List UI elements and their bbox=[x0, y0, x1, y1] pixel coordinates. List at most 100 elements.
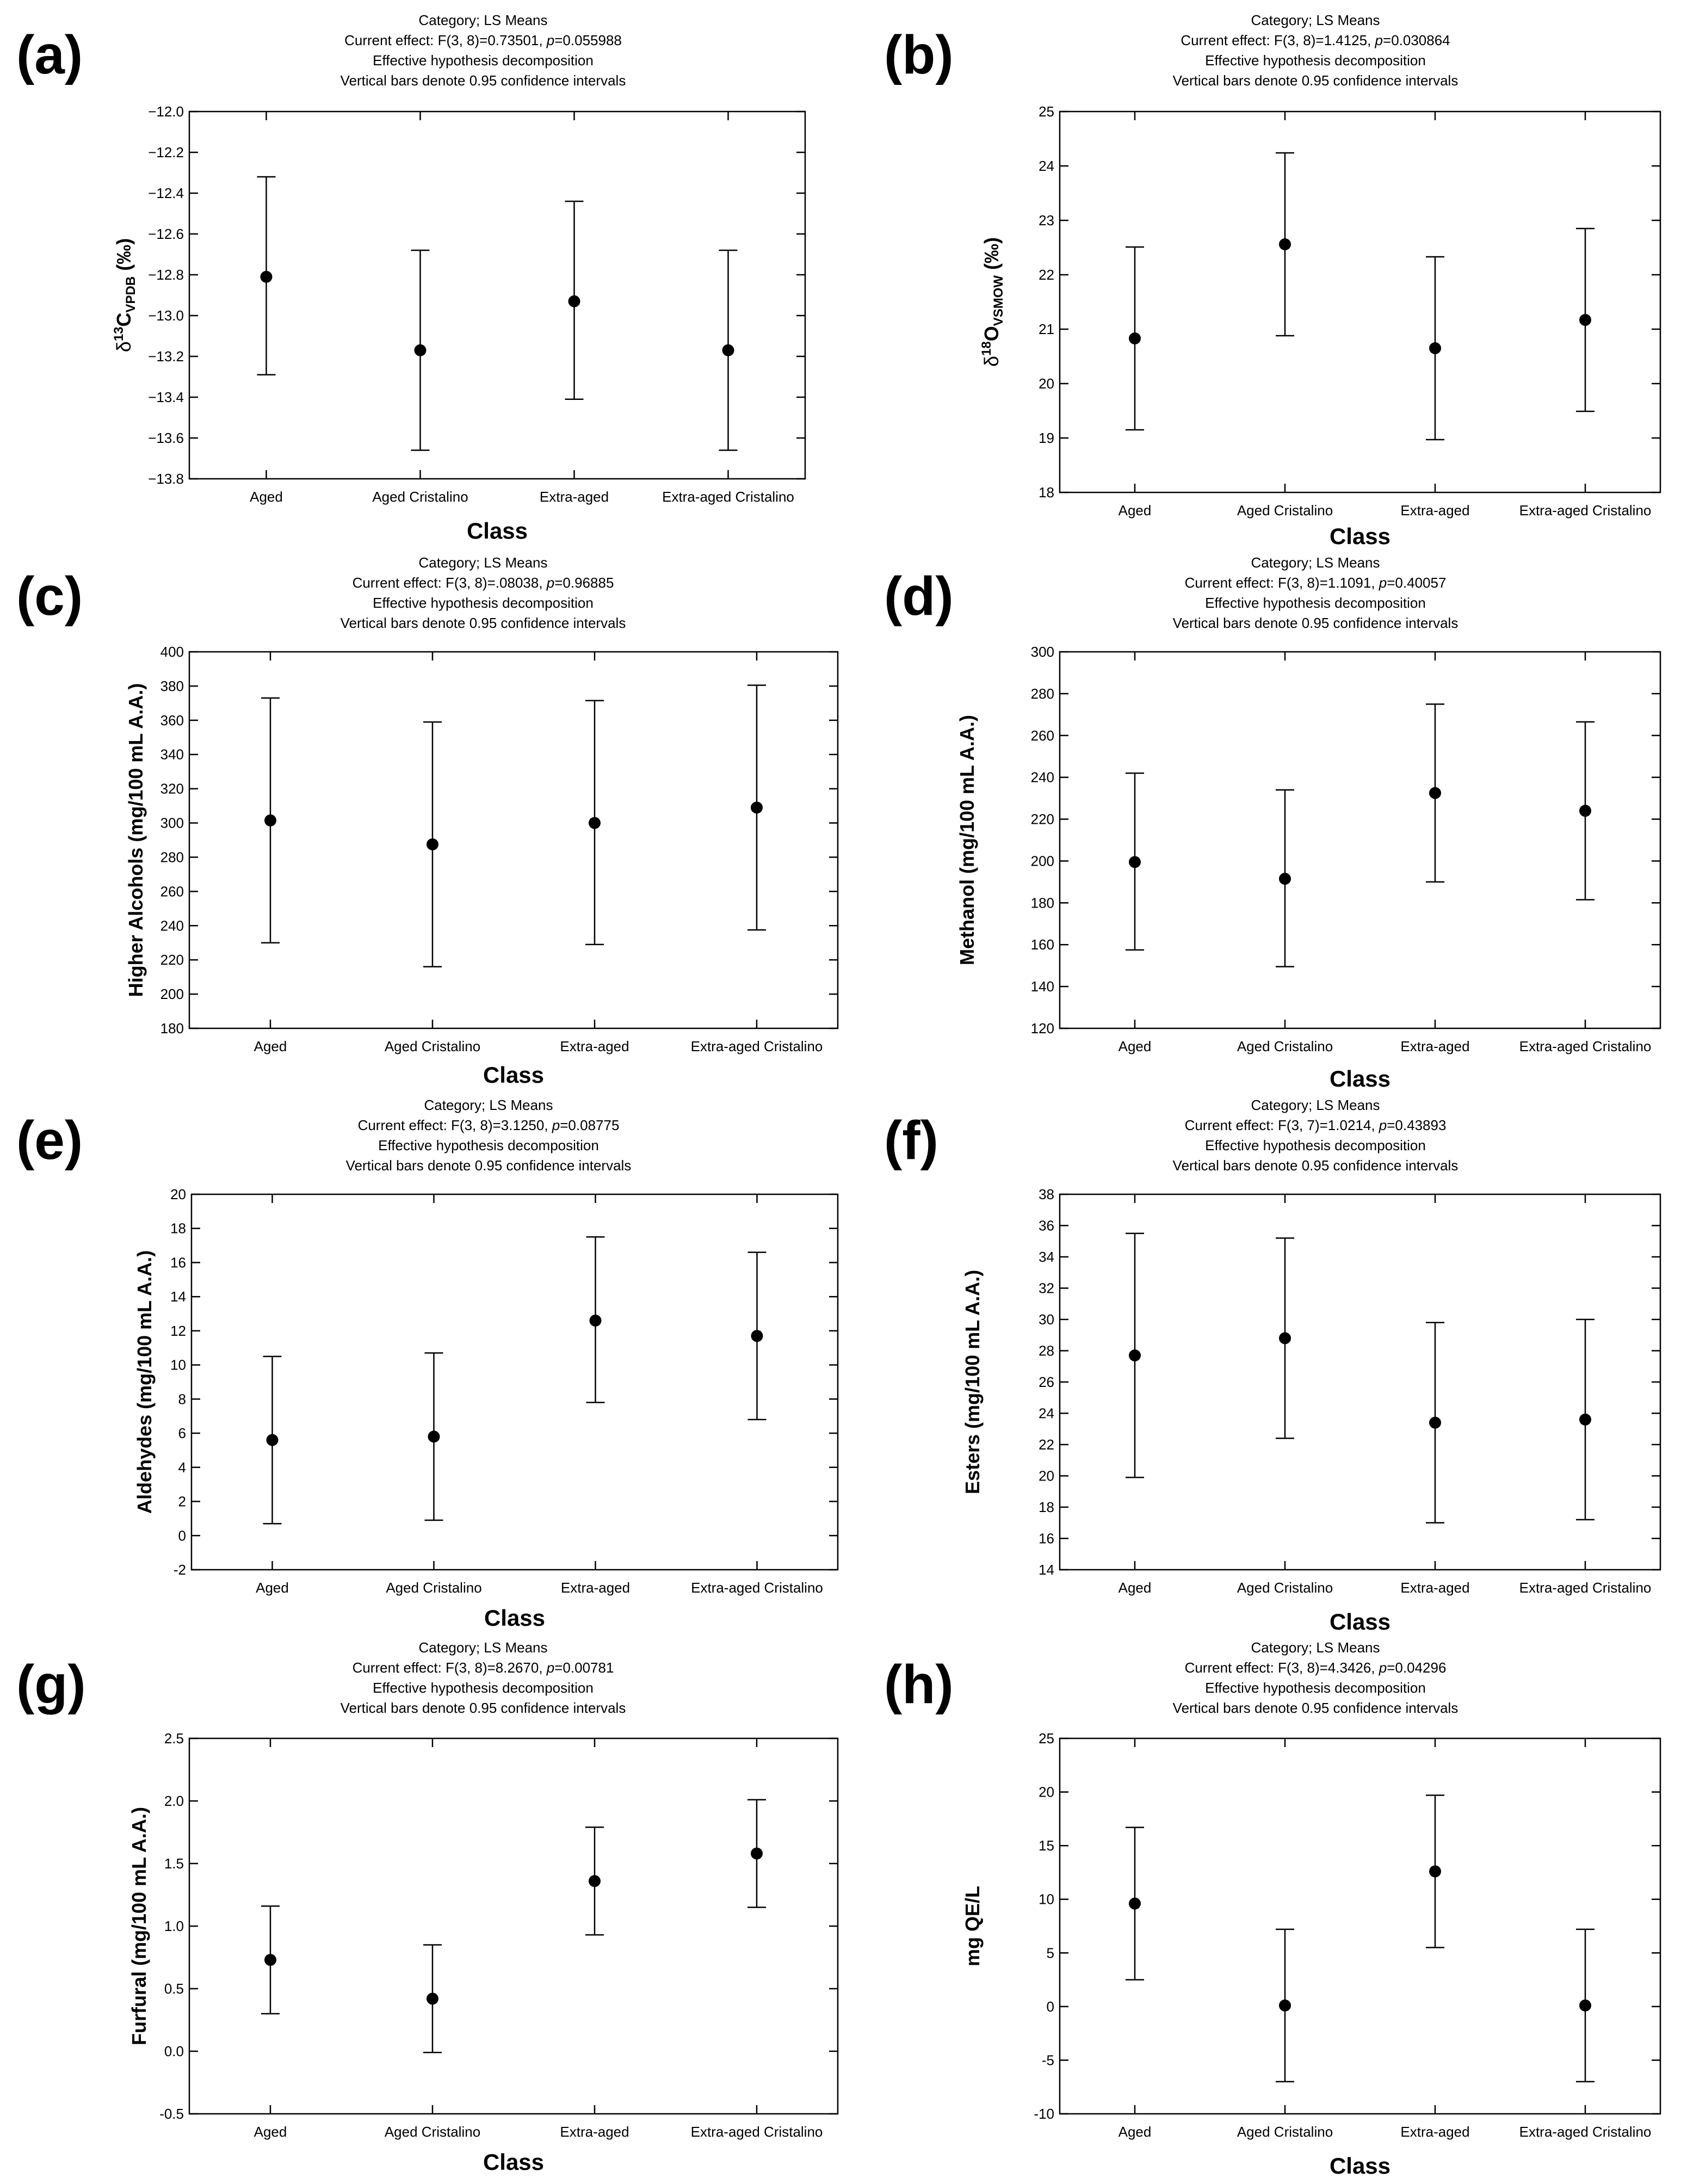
x-tick-label: Aged bbox=[1118, 502, 1152, 519]
panel-letter: (b) bbox=[884, 24, 954, 85]
y-tick-label: 180 bbox=[160, 1020, 184, 1037]
mean-point bbox=[260, 270, 273, 283]
x-tick-label: Aged bbox=[1118, 1038, 1152, 1054]
mean-point bbox=[264, 814, 276, 826]
header-category: Category; LS Means bbox=[418, 12, 547, 28]
header-ci-note: Vertical bars denote 0.95 confidence int… bbox=[1173, 615, 1458, 631]
y-tick-label: 1.0 bbox=[164, 1918, 184, 1934]
y-tick-label: 220 bbox=[1031, 811, 1054, 828]
y-tick-label: 15 bbox=[1039, 1837, 1054, 1854]
header-category: Category; LS Means bbox=[1251, 1097, 1380, 1113]
header-decomposition: Effective hypothesis decomposition bbox=[1205, 1680, 1426, 1696]
x-tick-label: Extra-aged Cristalino bbox=[662, 489, 794, 505]
y-tick-label: −12.0 bbox=[148, 103, 184, 120]
y-tick-label: 280 bbox=[1031, 686, 1054, 702]
y-tick-label: 320 bbox=[160, 781, 184, 797]
p-value: =0.00781 bbox=[554, 1659, 614, 1676]
p-symbol: p bbox=[1375, 32, 1383, 48]
y-tick-label: 16 bbox=[1039, 1531, 1054, 1547]
y-tick-label: 20 bbox=[1039, 1784, 1054, 1800]
header-ci-note: Vertical bars denote 0.95 confidence int… bbox=[346, 1157, 632, 1174]
x-axis-label: Class bbox=[483, 2149, 544, 2175]
x-tick-label: Aged Cristalino bbox=[1237, 1038, 1333, 1054]
p-value: =0.030864 bbox=[1383, 32, 1450, 48]
mean-point bbox=[1129, 1897, 1141, 1910]
y-tick-label: 6 bbox=[178, 1425, 186, 1441]
mean-point bbox=[1429, 787, 1441, 799]
header-ci-note: Vertical bars denote 0.95 confidence int… bbox=[341, 1700, 626, 1716]
header-effect: Current effect: F(3, 8)=1.4125, p=0.0308… bbox=[1181, 32, 1450, 48]
y-axis-label: Aldehydes (mg/100 mL A.A.) bbox=[133, 1250, 156, 1514]
y-tick-label: 340 bbox=[160, 746, 184, 763]
mean-point bbox=[427, 1992, 438, 2005]
y-tick-label: 21 bbox=[1039, 321, 1054, 337]
header-decomposition: Effective hypothesis decomposition bbox=[1205, 595, 1426, 611]
p-value: =0.08775 bbox=[560, 1117, 619, 1133]
panel-letter: (d) bbox=[884, 566, 954, 627]
panel-c: (c) Category; LS Means Current effect: F(3… bbox=[16, 554, 839, 1088]
y-tick-label: 260 bbox=[1031, 727, 1054, 744]
y-tick-label: -5 bbox=[1042, 2052, 1054, 2068]
y-tick-label: 120 bbox=[1031, 1020, 1054, 1037]
mean-point bbox=[1279, 1999, 1291, 2012]
mean-point bbox=[568, 295, 580, 307]
x-tick-label: Aged Cristalino bbox=[372, 489, 468, 505]
panel-letter: (h) bbox=[884, 1654, 954, 1715]
mean-point bbox=[589, 1315, 602, 1327]
header-effect: Current effect: F(3, 8)=0.73501, p=0.055… bbox=[344, 32, 622, 48]
y-tick-label: 18 bbox=[1039, 484, 1054, 501]
y-tick-label: 0 bbox=[1047, 1998, 1054, 2015]
y-tick-label: -10 bbox=[1034, 2106, 1054, 2122]
header-effect: Current effect: F(3, 8)=4.3426, p=0.0429… bbox=[1185, 1659, 1447, 1676]
panel-g: (g) Category; LS Means Current effect: F(3… bbox=[16, 1639, 839, 2175]
y-axis-label: Methanol (mg/100 mL A.A.) bbox=[956, 715, 978, 965]
panel-e: (e) Category; LS Means Current effect: F(3… bbox=[16, 1097, 839, 1631]
y-tick-label: 23 bbox=[1039, 212, 1054, 229]
p-symbol: p bbox=[546, 1659, 554, 1676]
mean-point bbox=[751, 1847, 763, 1860]
panel-h: (h) Category; LS Means Current effect: F(3… bbox=[884, 1639, 1661, 2179]
y-tick-label: 300 bbox=[160, 815, 184, 831]
y-tick-label: 2.5 bbox=[164, 1730, 184, 1747]
header-category: Category; LS Means bbox=[1251, 554, 1380, 571]
y-tick-label: −12.4 bbox=[148, 185, 184, 201]
y-tick-label: 20 bbox=[1039, 375, 1054, 392]
y-axis-label: δ13CVPDB (‰) bbox=[112, 238, 138, 352]
y-tick-label: 360 bbox=[160, 712, 184, 729]
effect-statistic: Current effect: F(3, 8)=8.2670, bbox=[353, 1659, 547, 1676]
panel-d: (d) Category; LS Means Current effect: F(3… bbox=[884, 554, 1661, 1091]
panel-a: (a) Category; LS Means Current effect: F(3… bbox=[16, 12, 806, 544]
x-tick-label: Aged Cristalino bbox=[1237, 1580, 1333, 1596]
mean-point bbox=[722, 344, 734, 356]
mean-point bbox=[427, 838, 438, 850]
y-tick-label: −12.8 bbox=[148, 267, 184, 283]
p-symbol: p bbox=[552, 1117, 560, 1133]
y-tick-label: −13.4 bbox=[148, 389, 184, 405]
header-decomposition: Effective hypothesis decomposition bbox=[1205, 52, 1426, 69]
y-tick-label: 10 bbox=[170, 1357, 186, 1373]
x-tick-label: Aged bbox=[256, 1580, 289, 1596]
p-value: =0.40057 bbox=[1387, 575, 1446, 591]
effect-statistic: Current effect: F(3, 8)=.08038, bbox=[353, 575, 547, 591]
header-category: Category; LS Means bbox=[418, 554, 547, 571]
y-axis-label: Furfural (mg/100 mL A.A.) bbox=[128, 1807, 150, 2045]
mean-point bbox=[1129, 856, 1141, 868]
y-tick-label: 14 bbox=[1039, 1562, 1054, 1578]
header-category: Category; LS Means bbox=[424, 1097, 553, 1113]
mean-point bbox=[1279, 1332, 1291, 1344]
header-effect: Current effect: F(3, 8)=3.1250, p=0.0877… bbox=[358, 1117, 620, 1133]
header-decomposition: Effective hypothesis decomposition bbox=[378, 1137, 599, 1153]
mean-point bbox=[589, 817, 601, 829]
header-effect: Current effect: F(3, 8)=.08038, p=0.9688… bbox=[353, 575, 614, 591]
mean-point bbox=[1579, 1999, 1591, 2012]
header-ci-note: Vertical bars denote 0.95 confidence int… bbox=[1173, 72, 1458, 89]
header-category: Category; LS Means bbox=[1251, 12, 1380, 28]
plot-frame bbox=[188, 110, 806, 480]
y-tick-label: 260 bbox=[160, 883, 184, 899]
y-axis-label: δ18OVSMOW (‰) bbox=[979, 237, 1006, 367]
y-axis-label: mg QE/L bbox=[961, 1886, 984, 1966]
y-tick-label: 28 bbox=[1039, 1343, 1054, 1359]
mean-point bbox=[1579, 1414, 1591, 1426]
mean-point bbox=[1429, 1416, 1441, 1429]
